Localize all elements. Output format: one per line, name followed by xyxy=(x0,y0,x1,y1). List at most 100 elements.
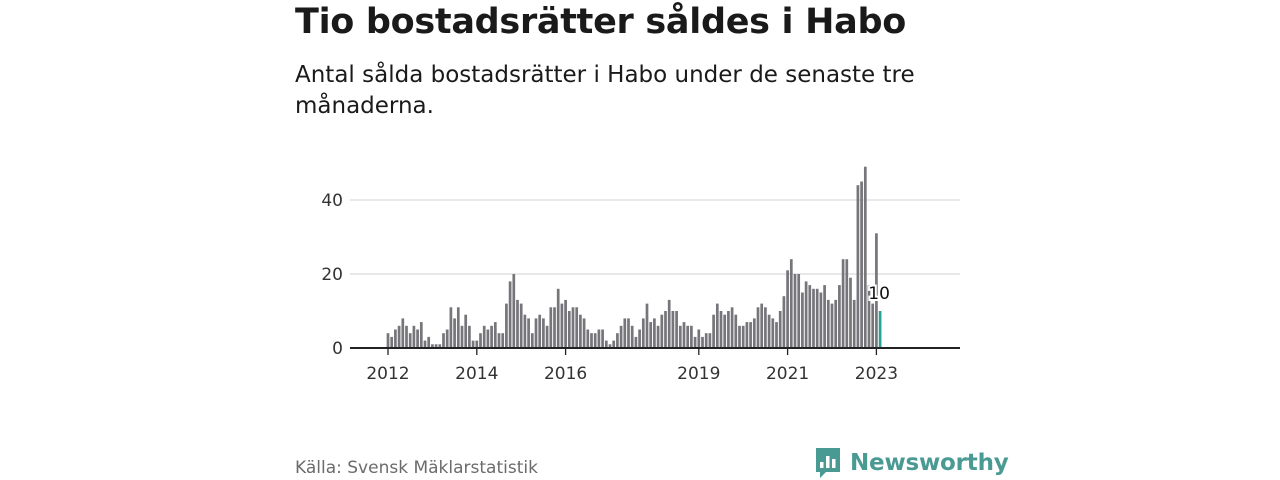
bar xyxy=(760,303,764,348)
bar xyxy=(708,333,712,348)
chart-title: Tio bostadsrätter såldes i Habo xyxy=(295,2,906,42)
bar xyxy=(623,318,627,348)
bar xyxy=(656,325,660,348)
bar xyxy=(667,299,671,348)
bar xyxy=(775,322,778,348)
bar xyxy=(401,318,405,348)
bar xyxy=(493,322,497,348)
bar xyxy=(479,333,482,348)
bar xyxy=(553,307,556,348)
bar xyxy=(693,336,697,348)
bar xyxy=(719,311,723,348)
bar xyxy=(538,314,542,348)
bar xyxy=(519,303,523,348)
bar xyxy=(830,303,834,348)
bar xyxy=(812,288,815,348)
bar xyxy=(575,307,579,348)
bar xyxy=(612,340,616,348)
bar xyxy=(571,307,575,348)
bar xyxy=(527,318,530,348)
bar xyxy=(549,307,553,348)
bar xyxy=(834,299,838,348)
bar xyxy=(590,333,593,348)
bar xyxy=(438,344,442,348)
bar xyxy=(675,311,678,348)
bar xyxy=(468,325,471,348)
bar xyxy=(863,166,867,348)
bar xyxy=(608,344,612,348)
x-tick-label: 2019 xyxy=(677,364,720,384)
bar xyxy=(749,322,752,348)
bar xyxy=(508,281,512,348)
bar xyxy=(616,333,619,348)
bar xyxy=(756,307,760,348)
bar xyxy=(845,259,849,348)
bar xyxy=(653,318,656,348)
bar xyxy=(460,325,464,348)
bar xyxy=(678,325,682,348)
bar xyxy=(431,344,434,348)
bar xyxy=(778,311,782,348)
bar xyxy=(804,281,808,348)
x-tick-label: 2016 xyxy=(544,364,587,384)
bar xyxy=(586,329,590,348)
bar xyxy=(416,329,419,348)
bar xyxy=(752,318,756,348)
bar xyxy=(823,285,826,348)
bar xyxy=(564,299,567,348)
bar xyxy=(412,325,416,348)
bar xyxy=(397,325,401,348)
axes: 0 20 40 2012 2014 2016 2019 2021 2023 xyxy=(321,191,960,384)
bar xyxy=(501,333,505,348)
bar xyxy=(408,333,412,348)
bar xyxy=(634,336,638,348)
bar xyxy=(808,285,812,348)
bar xyxy=(471,340,475,348)
bar xyxy=(697,329,701,348)
y-tick-label: 20 xyxy=(321,265,343,285)
brand-name: Newsworthy xyxy=(850,450,1009,476)
bar xyxy=(630,325,634,348)
x-tick-label: 2014 xyxy=(455,364,498,384)
bar xyxy=(386,333,390,348)
bar xyxy=(445,329,449,348)
bar xyxy=(530,333,534,348)
bar xyxy=(690,325,693,348)
bar xyxy=(512,274,516,348)
bar-highlight xyxy=(878,311,882,348)
bar xyxy=(789,259,793,348)
bar xyxy=(723,314,727,348)
bar xyxy=(534,318,538,348)
bar xyxy=(727,311,730,348)
bar xyxy=(442,333,445,348)
bar xyxy=(582,318,586,348)
bar xyxy=(660,314,664,348)
bar xyxy=(486,329,490,348)
bar xyxy=(449,307,453,348)
bar xyxy=(838,285,841,348)
bar xyxy=(641,318,645,348)
bar xyxy=(490,325,493,348)
bar xyxy=(771,318,775,348)
bar xyxy=(645,303,649,348)
bar xyxy=(826,299,830,348)
chart-subtitle: Antal sålda bostadsrätter i Habo under d… xyxy=(295,62,915,119)
bar xyxy=(523,314,527,348)
bar xyxy=(801,292,804,348)
bar xyxy=(841,259,845,348)
bar xyxy=(560,303,564,348)
bar xyxy=(875,233,878,348)
bar xyxy=(464,314,468,348)
bar-chart: 0 20 40 2012 2014 2016 2019 2021 2023 10 xyxy=(321,166,960,384)
bar xyxy=(419,322,423,348)
bar xyxy=(604,340,608,348)
bar xyxy=(579,314,582,348)
bar xyxy=(860,181,863,348)
bars xyxy=(386,166,882,348)
bar xyxy=(819,292,823,348)
labels: 10 xyxy=(866,282,892,306)
bar xyxy=(782,296,786,348)
bar xyxy=(671,311,675,348)
bar xyxy=(423,340,427,348)
x-tick-label: 2023 xyxy=(855,364,898,384)
